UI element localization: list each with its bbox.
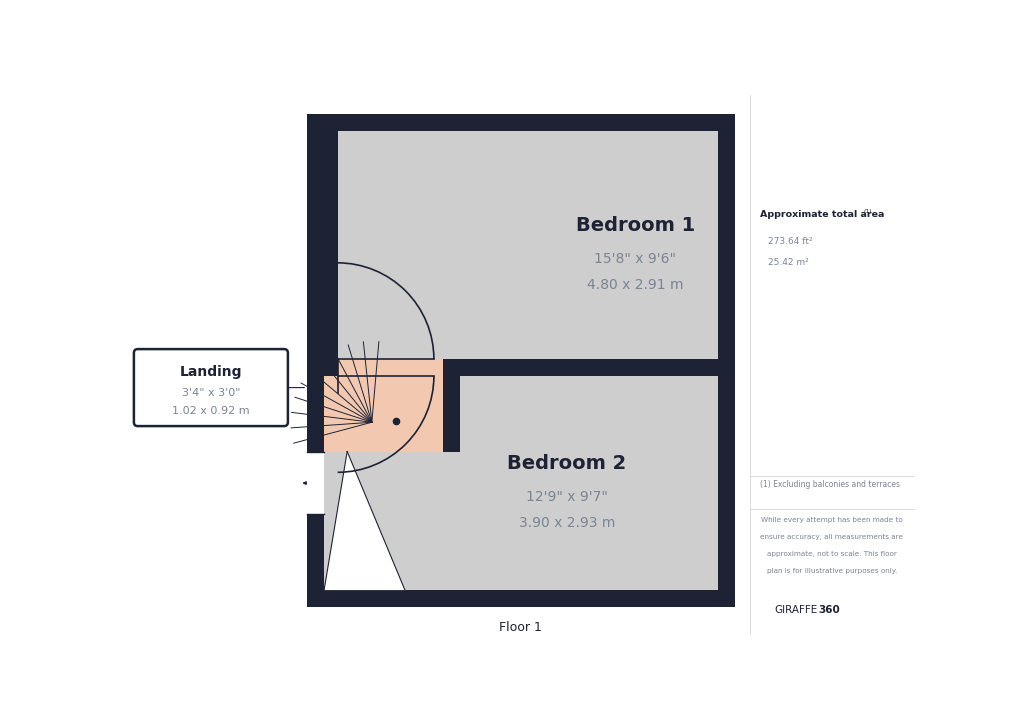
Text: ensure accuracy, all measurements are: ensure accuracy, all measurements are bbox=[759, 534, 903, 540]
Text: plan is for illustrative purposes only.: plan is for illustrative purposes only. bbox=[766, 567, 896, 574]
Text: 3'4" x 3'0": 3'4" x 3'0" bbox=[181, 388, 239, 398]
Bar bbox=[307, 452, 324, 514]
Polygon shape bbox=[324, 451, 405, 590]
Text: (1) Excluding balconies and terraces: (1) Excluding balconies and terraces bbox=[759, 480, 899, 489]
Text: 273.64 ft²: 273.64 ft² bbox=[767, 237, 811, 247]
FancyBboxPatch shape bbox=[133, 349, 287, 426]
Text: GIRAFFE: GIRAFFE bbox=[774, 605, 817, 615]
Text: 4.80 x 2.91 m: 4.80 x 2.91 m bbox=[586, 278, 683, 292]
Text: Landing: Landing bbox=[179, 366, 242, 379]
Text: 15'8" x 9'6": 15'8" x 9'6" bbox=[594, 252, 676, 266]
Text: 1.02 x 0.92 m: 1.02 x 0.92 m bbox=[172, 406, 250, 416]
Bar bbox=[324, 359, 443, 451]
Text: 12'9" x 9'7": 12'9" x 9'7" bbox=[526, 490, 607, 504]
Text: 25.42 m²: 25.42 m² bbox=[767, 258, 808, 267]
Text: Bedroom 1: Bedroom 1 bbox=[575, 216, 694, 235]
Bar bbox=[460, 359, 716, 376]
Text: (1): (1) bbox=[863, 209, 871, 214]
Bar bbox=[324, 131, 337, 376]
Text: While every attempt has been made to: While every attempt has been made to bbox=[760, 517, 902, 523]
Bar bbox=[307, 114, 734, 607]
Text: 3.90 x 2.93 m: 3.90 x 2.93 m bbox=[519, 516, 614, 530]
Bar bbox=[443, 359, 460, 451]
Text: 360: 360 bbox=[817, 605, 839, 615]
Text: Approximate total area: Approximate total area bbox=[759, 211, 883, 219]
Text: Floor 1: Floor 1 bbox=[499, 621, 542, 634]
Bar bbox=[324, 131, 716, 590]
Text: Bedroom 2: Bedroom 2 bbox=[506, 454, 626, 473]
Text: approximate, not to scale. This floor: approximate, not to scale. This floor bbox=[766, 551, 896, 557]
